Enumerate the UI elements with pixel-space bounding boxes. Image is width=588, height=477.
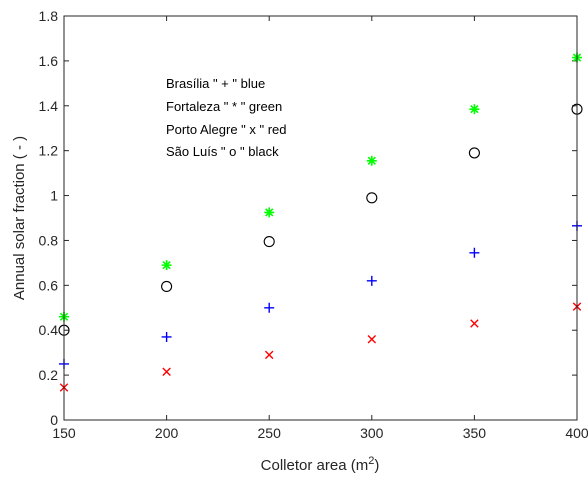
data-point: [469, 247, 480, 258]
x-tick-label: 200: [155, 425, 179, 441]
annotation-line: São Luís " o " black: [166, 144, 279, 159]
axes-box: [63, 15, 578, 421]
data-point: [367, 334, 377, 344]
axis-ticks: 150 200 250 300 350 400 0 0.2 0.4 0.6 0.8 1 1.2 1.4 1.…: [39, 8, 588, 441]
y-tick-label: 1.8: [39, 8, 59, 24]
y-tick-label: 1.2: [39, 143, 59, 159]
plot-area: [64, 16, 577, 420]
data-point: [162, 367, 171, 376]
data-point: [366, 155, 377, 166]
data-point: [161, 260, 172, 271]
x-tick-label: 250: [258, 425, 282, 441]
data-point: [470, 319, 479, 328]
x-axis-label-text: Colletor area (m: [261, 457, 369, 474]
y-tick-label: 0.4: [39, 322, 59, 338]
x-axis-label: Colletor area (m2): [261, 455, 380, 474]
y-tick-label: 1.6: [39, 53, 59, 69]
y-tick-label: 0.2: [39, 367, 59, 383]
data-point: [469, 104, 480, 115]
annotation-line: Fortaleza " * " green: [166, 99, 282, 114]
x-tick-label: 400: [565, 425, 588, 441]
data-point: [264, 302, 275, 313]
legend-annotation: Brasília " + " blue Fortaleza " * " gree…: [166, 76, 287, 159]
data-point: [161, 280, 173, 293]
data-point: [366, 192, 378, 204]
y-tick-label: 0.8: [39, 232, 59, 248]
y-tick-label: 1: [50, 188, 58, 204]
x-axis-label-superscript: 2: [368, 455, 374, 467]
x-tick-label: 350: [463, 425, 487, 441]
data-point: [161, 331, 172, 342]
data-point: [264, 207, 275, 218]
annotation-line: Brasília " + " blue: [166, 76, 265, 91]
series-plus: [59, 220, 582, 369]
y-tick-label: 0: [50, 412, 58, 428]
data-point: [366, 275, 377, 286]
data-point: [468, 147, 480, 159]
x-axis-label-end: ): [374, 457, 379, 474]
data-point: [264, 350, 274, 360]
data-point: [263, 236, 275, 248]
y-tick-label: 0.6: [39, 277, 59, 293]
annotation-line: Porto Alegre " x " red: [166, 122, 287, 137]
y-axis-label: Annual solar fraction ( - ): [11, 136, 28, 300]
y-tick-label: 1.4: [39, 98, 59, 114]
x-tick-label: 150: [52, 425, 76, 441]
x-tick-label: 300: [360, 425, 384, 441]
